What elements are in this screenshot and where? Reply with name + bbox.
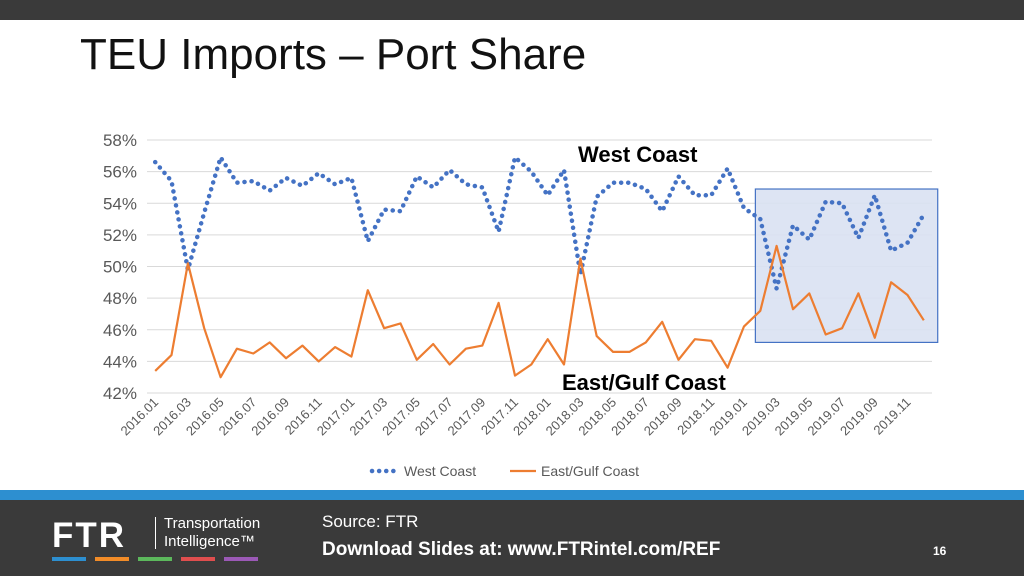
port-share-chart: 42%44%46%48%50%52%54%56%58%2016.012016.0… [103,131,939,479]
west-coast-line [152,155,927,291]
download-link[interactable]: Download Slides at: www.FTRintel.com/REF [322,539,721,560]
y-tick-label: 52% [103,226,137,245]
logo-color-segment [181,557,215,561]
y-tick-label: 50% [103,258,137,277]
footer-stripe [0,490,1024,500]
logo-color-segment [52,557,86,561]
legend-west-coast-label: West Coast [404,463,476,479]
legend-east-gulf-coast-label: East/Gulf Coast [541,463,639,479]
x-tick-label: 2019.11 [870,395,913,438]
y-tick-label: 58% [103,131,137,150]
annotation-west-coast: West Coast [578,142,698,167]
east-gulf-coast-line [154,244,925,379]
source-text: Source: FTR [322,512,419,531]
page-number: 16 [933,544,947,558]
y-tick-label: 46% [103,321,137,340]
y-tick-label: 56% [103,163,137,182]
top-bar [0,0,1024,20]
ftr-logo: FTR [52,516,127,555]
annotation-east-gulf-coast: East/Gulf Coast [562,370,726,395]
y-tick-label: 42% [103,384,137,403]
logo-tagline-1: Transportation [164,515,261,532]
y-tick-label: 48% [103,289,137,308]
slide-title: TEU Imports – Port Share [80,30,587,79]
logo-color-segment [95,557,129,561]
logo-color-segment [224,557,258,561]
logo-color-segment [138,557,172,561]
footer: FTR Transportation Intelligence™ Source:… [0,500,1024,576]
y-tick-label: 44% [103,352,137,371]
y-tick-label: 54% [103,194,137,213]
logo-divider [155,517,156,549]
logo-tagline-2: Intelligence™ [164,533,255,550]
